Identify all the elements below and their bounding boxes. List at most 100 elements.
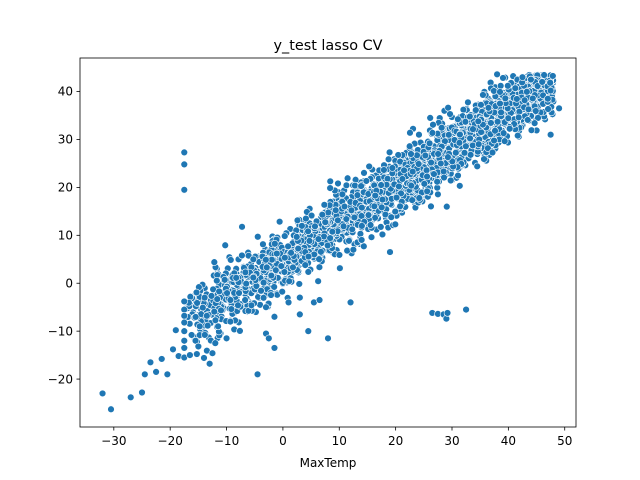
scatter-point <box>429 121 437 129</box>
scatter-point <box>456 182 464 190</box>
scatter-point <box>340 202 349 211</box>
scatter-point <box>524 105 533 114</box>
x-tick-label: 50 <box>557 434 572 448</box>
scatter-point <box>501 94 510 103</box>
scatter-point <box>357 182 365 190</box>
scatter-point <box>434 150 442 158</box>
scatter-point <box>277 262 286 270</box>
scatter-point <box>211 316 220 324</box>
scatter-point <box>544 95 552 103</box>
scatter-point <box>422 166 431 174</box>
scatter-point <box>208 349 217 357</box>
scatter-point <box>459 106 468 114</box>
scatter-point <box>305 237 314 245</box>
scatter-point <box>267 271 276 280</box>
scatter-point <box>439 167 448 176</box>
scatter-point <box>249 255 258 264</box>
scatter-point <box>158 355 166 363</box>
scatter-point <box>332 206 340 214</box>
scatter-point <box>356 230 365 238</box>
scatter-point <box>324 334 332 343</box>
scatter-point <box>326 177 334 186</box>
scatter-point <box>378 203 386 212</box>
scatter-point <box>201 331 209 339</box>
scatter-point <box>448 157 456 166</box>
scatter-point <box>320 201 329 209</box>
scatter-point <box>280 268 289 276</box>
scatter-point <box>490 87 498 95</box>
x-tick-label: −30 <box>101 434 126 448</box>
scatter-point <box>444 104 452 112</box>
scatter-point <box>326 234 334 242</box>
scatter-point <box>549 72 557 80</box>
scatter-point <box>186 293 195 301</box>
scatter-point <box>407 181 415 190</box>
scatter-point <box>265 334 273 343</box>
scatter-point <box>326 184 334 192</box>
scatter-point <box>321 218 329 226</box>
scatter-point <box>446 110 454 118</box>
scatter-point <box>454 171 462 180</box>
scatter-point <box>213 277 221 285</box>
scatter-point <box>378 195 387 204</box>
scatter-point <box>433 178 441 186</box>
scatter-point <box>163 370 172 378</box>
scatter-point <box>221 241 229 249</box>
scatter-point <box>427 158 435 167</box>
scatter-point <box>420 180 429 188</box>
scatter-point <box>493 118 502 126</box>
scatter-point <box>254 233 262 241</box>
scatter-point <box>518 73 527 81</box>
y-tick-label: 40 <box>58 85 73 99</box>
scatter-point <box>377 181 385 189</box>
scatter-point <box>213 295 221 303</box>
scatter-point <box>469 125 477 133</box>
scatter-point <box>484 144 492 152</box>
scatter-point <box>437 124 446 132</box>
scatter-point <box>317 248 325 256</box>
scatter-point <box>194 342 203 351</box>
x-axis-label: MaxTemp <box>300 456 357 470</box>
scatter-point <box>427 202 435 211</box>
scatter-point <box>469 141 477 150</box>
scatter-point <box>437 159 445 168</box>
scatter-point <box>236 327 244 335</box>
scatter-point <box>370 202 379 211</box>
scatter-point <box>272 266 280 274</box>
scatter-point <box>387 213 395 221</box>
scatter-point <box>534 114 542 122</box>
scatter-point <box>394 151 402 159</box>
scatter-point <box>263 263 271 272</box>
scatter-point <box>358 203 366 212</box>
scatter-point <box>180 327 188 335</box>
scatter-point <box>407 150 415 158</box>
scatter-point <box>385 148 394 157</box>
scatter-point <box>259 294 268 302</box>
scatter-point <box>192 288 201 297</box>
scatter-point <box>365 162 373 171</box>
scatter-point <box>353 191 362 199</box>
scatter-point <box>444 153 452 161</box>
points-layer <box>98 70 563 413</box>
scatter-point <box>452 149 460 157</box>
scatter-point <box>384 155 393 163</box>
scatter-point <box>529 94 537 103</box>
scatter-point <box>388 164 397 172</box>
scatter-point <box>247 301 256 310</box>
scatter-point <box>180 186 188 194</box>
scatter-point <box>267 291 275 299</box>
scatter-point <box>496 99 504 108</box>
scatter-point <box>273 249 281 258</box>
scatter-point <box>466 151 475 159</box>
scatter-point <box>398 175 407 183</box>
scatter-point <box>152 368 160 376</box>
scatter-point <box>544 105 552 113</box>
scatter-point <box>169 345 177 354</box>
scatter-point <box>514 131 522 140</box>
scatter-point <box>454 115 462 123</box>
scatter-point <box>366 221 375 229</box>
scatter-point <box>425 139 434 148</box>
scatter-point <box>193 350 201 358</box>
scatter-point <box>328 228 337 236</box>
scatter-point <box>241 296 249 304</box>
